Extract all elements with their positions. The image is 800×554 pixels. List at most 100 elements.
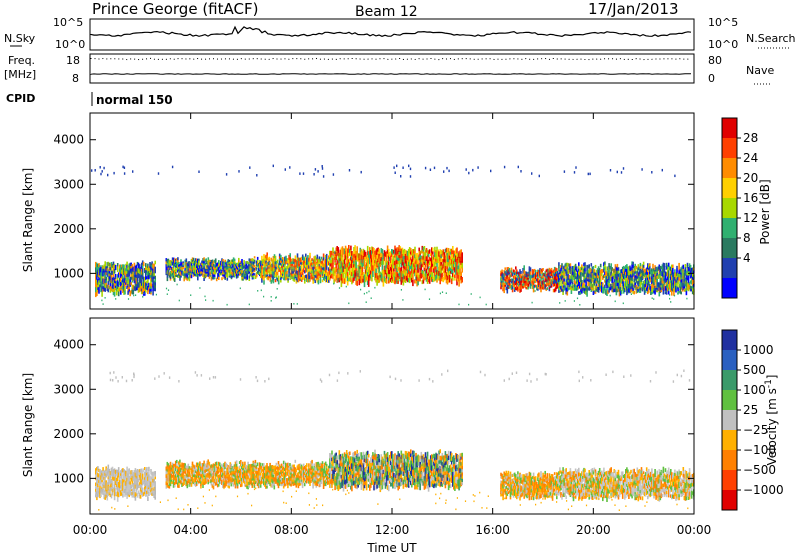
- power-cell: [338, 252, 341, 259]
- power-cell: [142, 276, 145, 281]
- velocity-cell: [217, 468, 220, 472]
- power-cell: [531, 282, 534, 287]
- power-cell: [238, 263, 240, 266]
- power-cell: [449, 275, 452, 280]
- power-cell: [595, 282, 598, 287]
- power-cell: [672, 285, 674, 289]
- velocity-cell: [122, 468, 124, 473]
- power-scatter-point: [363, 292, 365, 295]
- power-colorbar-frame: [721, 117, 738, 299]
- power-cell: [256, 256, 259, 260]
- velocity-cell: [134, 484, 137, 489]
- power-cell: [299, 272, 302, 275]
- power-cell: [192, 267, 195, 270]
- velocity-cell: [215, 481, 218, 486]
- power-cell: [287, 258, 289, 261]
- power-cell: [315, 275, 318, 279]
- power-cell: [110, 278, 113, 284]
- power-cell: [228, 264, 231, 267]
- power-scatter-point: [122, 165, 124, 169]
- velocity-cell: [144, 479, 146, 483]
- power-cell: [688, 284, 691, 288]
- velocity-cell: [145, 479, 147, 484]
- velocity-cell: [140, 481, 143, 485]
- power-cell: [603, 268, 605, 273]
- power-cell: [440, 261, 442, 266]
- velocity-cell: [103, 473, 105, 477]
- power-cell: [664, 275, 667, 280]
- power-cell: [390, 251, 392, 256]
- power-cell: [265, 273, 267, 278]
- power-cell: [661, 275, 664, 279]
- power-cell: [345, 273, 348, 279]
- power-cell: [248, 260, 251, 264]
- power-cell: [334, 261, 336, 266]
- power-cell: [379, 255, 382, 259]
- power-cell: [525, 273, 528, 276]
- power-cell: [241, 266, 243, 271]
- power-cell: [594, 290, 597, 294]
- power-cell: [282, 265, 284, 268]
- power-cell: [407, 273, 410, 279]
- velocity-cell: [224, 484, 226, 488]
- power-cell: [377, 275, 379, 280]
- power-cell: [414, 257, 416, 262]
- power-cell: [246, 270, 248, 273]
- power-cell: [538, 274, 540, 277]
- power-cell: [502, 273, 504, 277]
- velocity-cell: [178, 469, 180, 473]
- power-scatter-point: [589, 172, 591, 176]
- power-cell: [524, 273, 526, 277]
- power-cell: [444, 268, 447, 273]
- power-cell: [237, 262, 239, 265]
- velocity-cell: [139, 479, 142, 485]
- power-cell: [229, 267, 232, 272]
- velocity-cell: [154, 491, 156, 495]
- power-cell: [336, 277, 338, 283]
- power-cell: [406, 277, 409, 283]
- power-cell: [127, 279, 129, 284]
- power-cell: [371, 265, 373, 270]
- power-cell: [98, 266, 100, 271]
- velocity-cell: [207, 470, 209, 474]
- power-cell: [537, 284, 539, 287]
- velocity-cell: [104, 491, 106, 495]
- power-cell: [334, 250, 336, 255]
- velocity-cell: [128, 476, 130, 480]
- power-cell: [534, 276, 537, 279]
- power-cell: [224, 275, 226, 278]
- power-cell: [635, 287, 638, 291]
- power-scatter-point: [651, 297, 653, 299]
- power-cell: [584, 270, 586, 275]
- power-cell: [541, 273, 543, 277]
- velocity-cell: [105, 466, 107, 471]
- velocity-cell: [148, 481, 150, 486]
- power-cell: [283, 266, 285, 270]
- power-cell: [635, 274, 638, 278]
- power-cell: [523, 273, 525, 277]
- velocity-cell: [126, 473, 128, 478]
- power-cell: [318, 261, 321, 264]
- power-cell: [132, 271, 135, 277]
- power-cell: [679, 289, 681, 294]
- power-cell: [455, 261, 457, 269]
- power-cell: [545, 282, 548, 285]
- power-cell: [378, 277, 380, 283]
- power-cell: [518, 279, 520, 282]
- velocity-cell: [195, 464, 198, 468]
- power-cell: [144, 277, 146, 283]
- power-cell: [327, 275, 329, 280]
- power-cell: [359, 261, 362, 266]
- power-scatter-point: [587, 172, 589, 176]
- power-cell: [404, 269, 407, 274]
- power-cell: [458, 280, 460, 287]
- power-cell: [151, 284, 153, 288]
- power-cell: [580, 281, 582, 285]
- velocity-cell: [192, 478, 195, 482]
- velocity-cell: [113, 480, 116, 485]
- power-cell: [572, 284, 575, 288]
- power-cell: [625, 280, 627, 285]
- power-cell: [206, 272, 209, 275]
- power-cell: [369, 247, 371, 251]
- power-cell: [562, 274, 564, 279]
